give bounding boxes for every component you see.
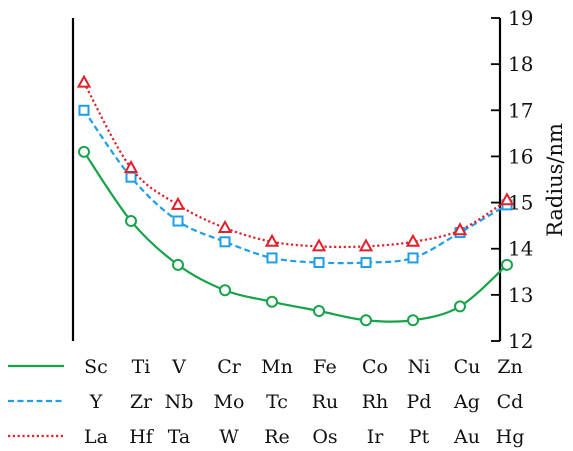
data-point-square bbox=[125, 171, 137, 183]
data-point-square bbox=[78, 104, 90, 116]
data-point-circle bbox=[360, 314, 372, 327]
category-label: Cr bbox=[217, 356, 242, 378]
y-tick-label: 12 bbox=[508, 329, 533, 353]
series-3 bbox=[76, 74, 515, 252]
data-point-circle bbox=[125, 215, 137, 228]
category-label: Zr bbox=[130, 391, 153, 413]
data-point-triangle bbox=[405, 233, 421, 247]
category-label: Ta bbox=[168, 426, 191, 448]
data-point-square bbox=[407, 252, 419, 264]
category-labels: Sc Ti V Cr Mn Fe Co Ni Cu Zn Y Zr Nb Mo Tc Ru Rh Pd Ag Cd La… bbox=[84, 356, 524, 448]
data-point-circle bbox=[407, 314, 419, 327]
category-label: La bbox=[84, 426, 108, 448]
category-label: Ir bbox=[367, 426, 385, 448]
category-label: Os bbox=[312, 426, 337, 448]
series-2 bbox=[78, 104, 513, 269]
data-point-triangle bbox=[358, 238, 374, 252]
data-point-circle bbox=[78, 145, 90, 158]
category-label: Zn bbox=[497, 356, 522, 378]
category-label: Pd bbox=[407, 391, 432, 413]
data-point-triangle bbox=[217, 219, 233, 233]
category-label: Ni bbox=[408, 356, 431, 378]
data-point-circle bbox=[501, 258, 513, 271]
y-tick-label: 16 bbox=[508, 144, 533, 168]
y-tick-label: 13 bbox=[508, 283, 533, 307]
data-point-triangle bbox=[452, 222, 468, 236]
legend bbox=[8, 364, 64, 438]
y-tick-label: 14 bbox=[508, 237, 533, 261]
category-label: Au bbox=[453, 426, 480, 448]
series-1-line bbox=[83, 151, 508, 323]
category-label: Re bbox=[264, 426, 290, 448]
category-label: V bbox=[171, 356, 186, 378]
category-label: Ru bbox=[312, 391, 339, 413]
y-tick-label: 17 bbox=[508, 98, 533, 122]
y-tick-label: 18 bbox=[508, 52, 533, 76]
category-label: Fe bbox=[313, 356, 336, 378]
data-point-triangle bbox=[170, 196, 186, 210]
data-point-triangle bbox=[311, 238, 327, 252]
category-label: Co bbox=[362, 356, 388, 378]
y-axis-label: Radius/nm bbox=[543, 123, 567, 237]
category-label: Ti bbox=[132, 356, 151, 378]
data-point-triangle bbox=[499, 192, 515, 206]
series-2-line bbox=[83, 109, 508, 265]
data-point-circle bbox=[454, 300, 466, 313]
series-layer bbox=[76, 74, 515, 327]
axes bbox=[71, 18, 502, 341]
data-point-square bbox=[313, 257, 325, 269]
category-label: W bbox=[219, 426, 239, 448]
category-label: Hg bbox=[496, 426, 525, 448]
category-label: Pt bbox=[409, 426, 430, 448]
y-tick-label: 19 bbox=[508, 6, 533, 30]
data-point-square bbox=[219, 236, 231, 248]
data-point-circle bbox=[219, 284, 231, 297]
category-label: Y bbox=[89, 391, 103, 413]
category-label: Cu bbox=[454, 356, 481, 378]
data-point-circle bbox=[172, 258, 184, 271]
category-label: Mn bbox=[261, 356, 293, 378]
category-label: Ag bbox=[453, 391, 480, 413]
category-label: Nb bbox=[165, 391, 194, 413]
data-point-square bbox=[266, 252, 278, 264]
data-point-circle bbox=[266, 295, 278, 308]
series-1 bbox=[78, 145, 513, 327]
data-point-triangle bbox=[123, 159, 139, 173]
category-label: Hf bbox=[129, 426, 155, 448]
data-point-circle bbox=[313, 305, 325, 318]
data-point-triangle bbox=[264, 233, 280, 247]
category-label: Cd bbox=[497, 391, 524, 413]
series-3-line bbox=[83, 82, 508, 249]
category-label: Sc bbox=[84, 356, 108, 378]
data-point-triangle bbox=[76, 74, 92, 88]
category-label: Tc bbox=[266, 391, 288, 413]
data-point-square bbox=[172, 215, 184, 227]
category-label: Rh bbox=[362, 391, 389, 413]
data-point-square bbox=[360, 257, 372, 269]
category-label: Mo bbox=[214, 391, 245, 413]
